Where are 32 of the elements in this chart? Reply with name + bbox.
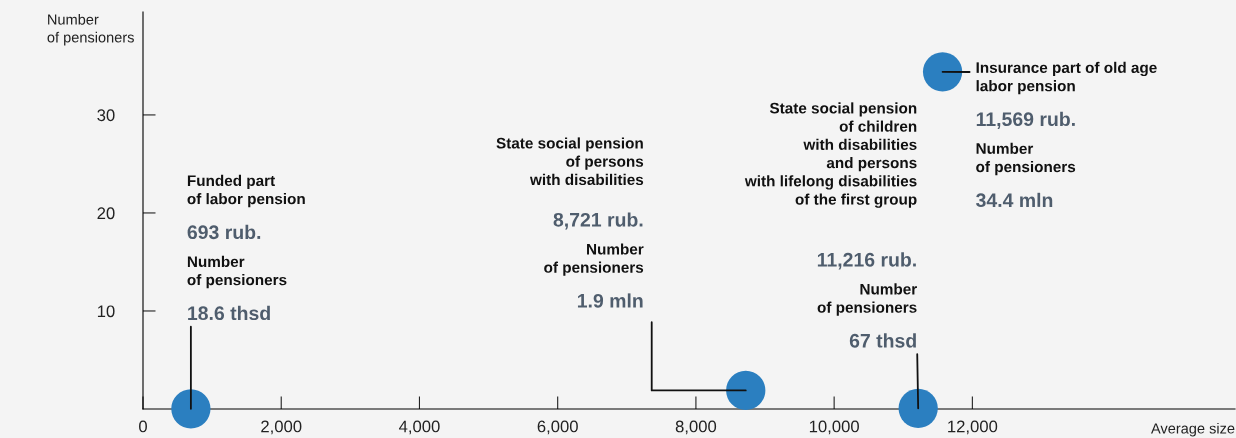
x-axis-title: Average size: [1150, 422, 1235, 437]
annotation: 8,721 rub.: [553, 212, 643, 230]
point: [922, 52, 963, 92]
x-tick-label: 12,000: [948, 420, 998, 435]
x-tick-label: 6,000: [537, 420, 578, 435]
annotation: 11,216 rub.: [817, 252, 916, 270]
y-tick-label: 10: [97, 305, 115, 318]
annotation: 1.9 mln: [577, 293, 643, 308]
annotation: State social pension of children with disabilities and persons with lifelong disabilities of the first group: [744, 102, 917, 208]
annotation: Number of pensioners: [187, 255, 287, 289]
point: [171, 389, 211, 429]
y-axis-title: Number of pensioners: [47, 13, 134, 46]
annotation: 18.6 thsd: [188, 305, 270, 321]
x-tick-label: 4,000: [398, 420, 440, 435]
point: [898, 388, 938, 428]
x-tick-label: 0: [139, 420, 147, 433]
annotation: Number of pensioners: [544, 243, 644, 276]
annotation: State social pension of persons with disabilities: [496, 137, 644, 186]
annotation: Funded part of labor pension: [187, 174, 305, 208]
y-tick-label: 20: [97, 207, 115, 220]
x-tick-label: 2,000: [261, 420, 302, 435]
x-tick-label: 8,000: [675, 420, 717, 435]
point: [726, 370, 766, 411]
annotation: Number of pensioners: [817, 283, 917, 316]
annotation: 67 thsd: [849, 333, 916, 348]
annotation: 34.4 mln: [976, 192, 1053, 208]
y-tick-label: 30: [97, 109, 115, 122]
annotation: 11,569 rub.: [976, 111, 1075, 129]
annotation: 693 rub.: [187, 224, 261, 240]
annotation: Insurance part of old age labor pension: [976, 61, 1157, 95]
annotation: Number of pensioners: [976, 142, 1076, 176]
x-tick-label: 10,000: [809, 420, 859, 435]
